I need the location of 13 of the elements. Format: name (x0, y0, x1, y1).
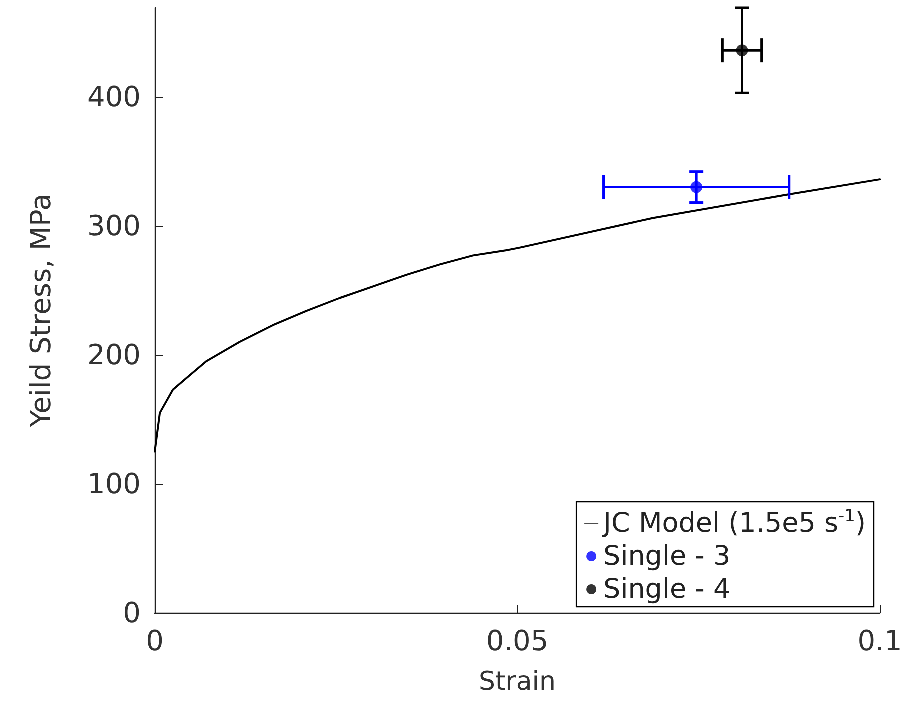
legend-label: Single - 3 (604, 541, 731, 572)
x-axis-title: Strain (478, 667, 556, 697)
y-tick-label: 300 (88, 210, 141, 243)
y-tick-label: 100 (88, 468, 141, 500)
x-tick-label: 0.1 (858, 624, 902, 658)
x-tick-label: 0.05 (486, 624, 549, 658)
legend-label: Single - 4 (604, 574, 731, 605)
y-tick-label: 400 (88, 80, 141, 114)
y-tick-label: 200 (88, 338, 141, 372)
x-tick-label: 0 (146, 624, 164, 658)
y-axis-title: Yeild Stress, MPa (24, 194, 58, 428)
line-series (154, 178, 881, 453)
y-tick-label: 0 (123, 596, 141, 630)
